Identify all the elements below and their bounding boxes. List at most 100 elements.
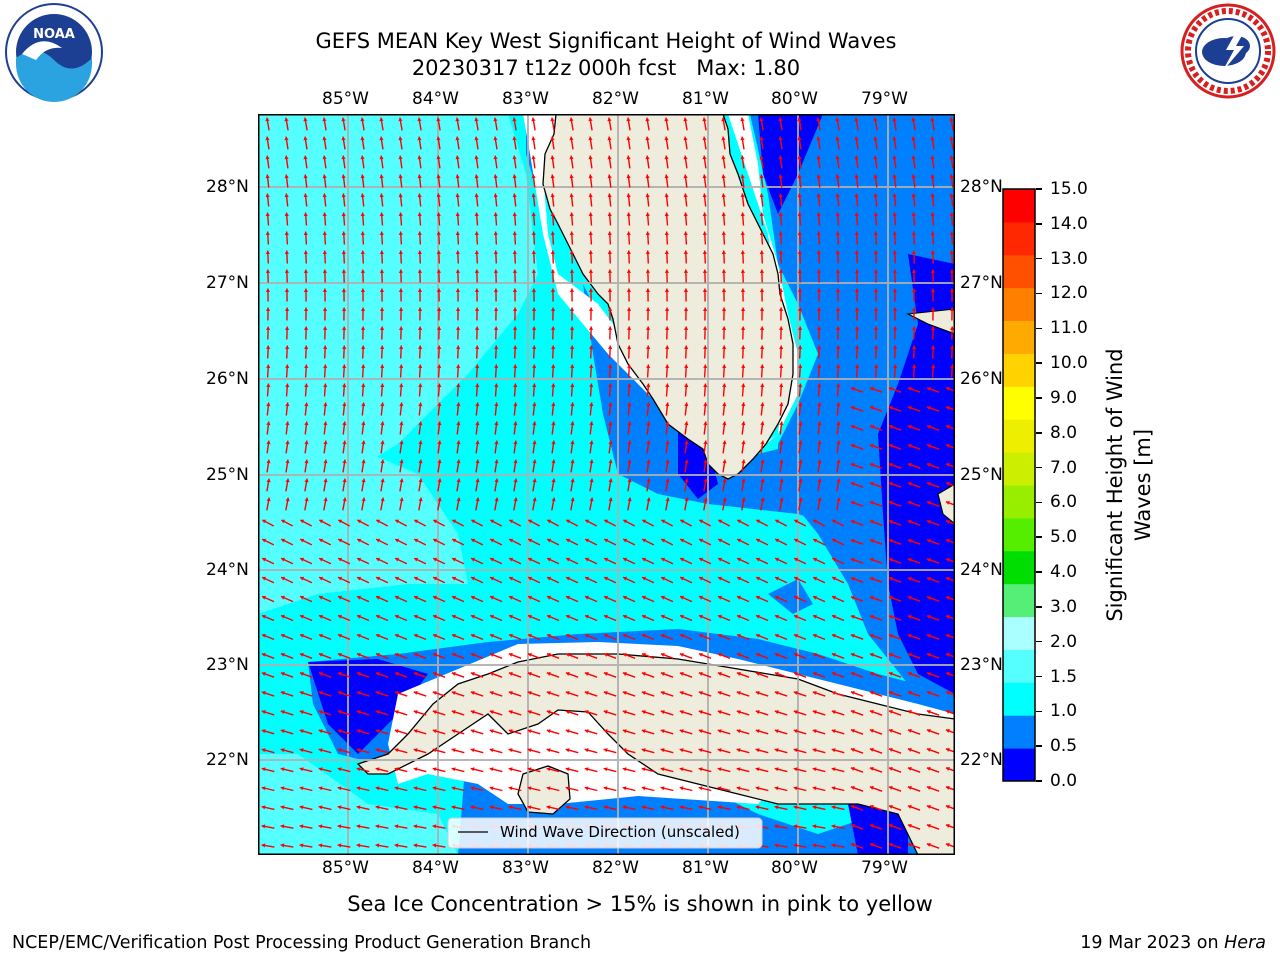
wave-direction-arrowhead <box>281 519 286 524</box>
wave-direction-arrowhead <box>304 421 309 426</box>
wave-direction-arrowhead <box>778 250 783 254</box>
wave-direction-arrowhead <box>850 462 855 467</box>
wave-direction-arrowhead <box>850 576 855 581</box>
wave-direction-arrowhead <box>945 671 950 676</box>
wave-direction-arrowhead <box>774 652 779 657</box>
wave-direction-arrowhead <box>394 652 399 657</box>
wave-direction-arrowhead <box>437 383 442 388</box>
wave-direction-arrowhead <box>892 155 897 160</box>
wave-direction-arrowhead <box>394 786 399 791</box>
wave-direction-arrowhead <box>318 729 323 734</box>
wave-direction-arrowhead <box>778 136 783 141</box>
wave-direction-arrowhead <box>721 288 727 292</box>
colorbar-segment <box>1003 715 1035 749</box>
wave-direction-arrowhead <box>850 747 855 752</box>
wave-direction-arrowhead <box>588 174 593 179</box>
wave-direction-arrowhead <box>493 193 498 198</box>
wave-direction-arrowhead <box>759 155 764 160</box>
wave-direction-arrowhead <box>360 117 365 122</box>
wave-direction-arrowhead <box>261 710 266 715</box>
wave-direction-arrowhead <box>737 519 742 524</box>
wave-direction-arrowhead <box>645 288 651 292</box>
wave-direction-arrowhead <box>831 729 836 734</box>
wave-direction-arrowhead <box>399 364 404 368</box>
colorbar-tick-label: 6.0 <box>1050 492 1078 513</box>
wave-direction-arrowhead <box>475 345 480 349</box>
wave-direction-arrowhead <box>337 729 342 734</box>
wave-direction-arrowhead <box>737 614 741 619</box>
wave-direction-arrowhead <box>471 633 475 638</box>
wave-direction-arrowhead <box>584 729 589 734</box>
wave-direction-arrowhead <box>626 193 631 198</box>
wave-direction-arrowhead <box>323 459 328 464</box>
wave-direction-arrowhead <box>702 326 708 330</box>
wave-direction-arrowhead <box>817 440 822 445</box>
colorbar-tick-mark <box>1036 257 1042 260</box>
wave-direction-arrowhead <box>512 326 518 330</box>
wave-direction-arrowhead <box>318 786 323 791</box>
wave-direction-arrowhead <box>683 174 688 179</box>
wave-direction-arrowhead <box>641 671 646 676</box>
wave-direction-arrowhead <box>262 576 267 581</box>
wave-direction-arrowhead <box>907 823 912 828</box>
wave-direction-arrowhead <box>509 557 514 562</box>
wave-direction-arrowhead <box>926 614 931 619</box>
wave-direction-arrowhead <box>341 269 347 273</box>
wave-direction-arrowhead <box>911 307 917 311</box>
wave-direction-arrowhead <box>930 307 936 311</box>
wave-direction-arrowhead <box>603 767 608 772</box>
wave-direction-arrowhead <box>417 326 423 330</box>
wave-direction-arrowhead <box>338 614 342 619</box>
lon-label-bottom: 79°W <box>861 858 908 878</box>
wave-direction-arrowhead <box>551 364 556 368</box>
wave-direction-arrowhead <box>280 652 285 657</box>
wave-direction-arrowhead <box>949 269 955 273</box>
wave-direction-arrowhead <box>418 421 423 426</box>
wave-direction-arrowhead <box>888 633 893 638</box>
wave-direction-arrowhead <box>285 497 290 502</box>
colorbar-segment <box>1003 583 1035 618</box>
wave-direction-arrowhead <box>646 459 651 464</box>
wave-direction-arrowhead <box>698 805 703 810</box>
wave-direction-arrowhead <box>683 117 688 122</box>
wave-direction-arrowhead <box>546 671 551 676</box>
wave-direction-arrowhead <box>512 117 517 122</box>
wave-direction-arrowhead <box>265 155 270 160</box>
wave-direction-arrowhead <box>566 576 571 581</box>
wave-direction-arrowhead <box>816 212 821 217</box>
wave-direction-arrowhead <box>835 269 841 273</box>
wave-direction-arrowhead <box>736 710 741 715</box>
wave-direction-arrowhead <box>926 595 931 600</box>
wave-direction-arrowhead <box>832 633 836 638</box>
wave-direction-arrowhead <box>945 823 950 828</box>
wave-direction-arrowhead <box>850 652 855 657</box>
wave-direction-arrowhead <box>280 767 285 772</box>
wave-direction-arrowhead <box>470 671 475 676</box>
wave-direction-arrowhead <box>265 117 270 122</box>
wave-direction-arrowhead <box>284 117 289 122</box>
wave-direction-arrowhead <box>684 364 689 368</box>
wave-direction-arrowhead <box>665 383 670 388</box>
wave-direction-arrowhead <box>436 117 441 122</box>
wave-direction-arrowhead <box>509 538 514 543</box>
wave-direction-arrowhead <box>395 595 399 600</box>
wave-direction-arrowhead <box>679 767 684 772</box>
wave-direction-arrowhead <box>547 576 552 581</box>
wave-direction-arrowhead <box>926 785 931 790</box>
wave-direction-arrowhead <box>869 557 874 562</box>
wave-direction-arrowhead <box>318 767 323 772</box>
wave-direction-arrowhead <box>266 459 271 464</box>
wave-direction-arrowhead <box>661 633 665 638</box>
wave-direction-arrowhead <box>455 212 460 217</box>
wave-direction-arrowhead <box>626 288 632 292</box>
wave-direction-arrowhead <box>475 459 480 464</box>
wave-direction-arrowhead <box>665 402 670 407</box>
colorbar-tick-label: 12.0 <box>1050 283 1088 304</box>
wave-direction-arrowhead <box>760 478 765 483</box>
wave-direction-arrowhead <box>570 364 575 368</box>
wave-direction-arrowhead <box>456 459 461 464</box>
wave-direction-arrowhead <box>565 729 570 734</box>
wave-direction-arrowhead <box>531 136 536 141</box>
wave-direction-arrowhead <box>338 576 343 581</box>
wave-direction-arrowhead <box>475 440 480 445</box>
